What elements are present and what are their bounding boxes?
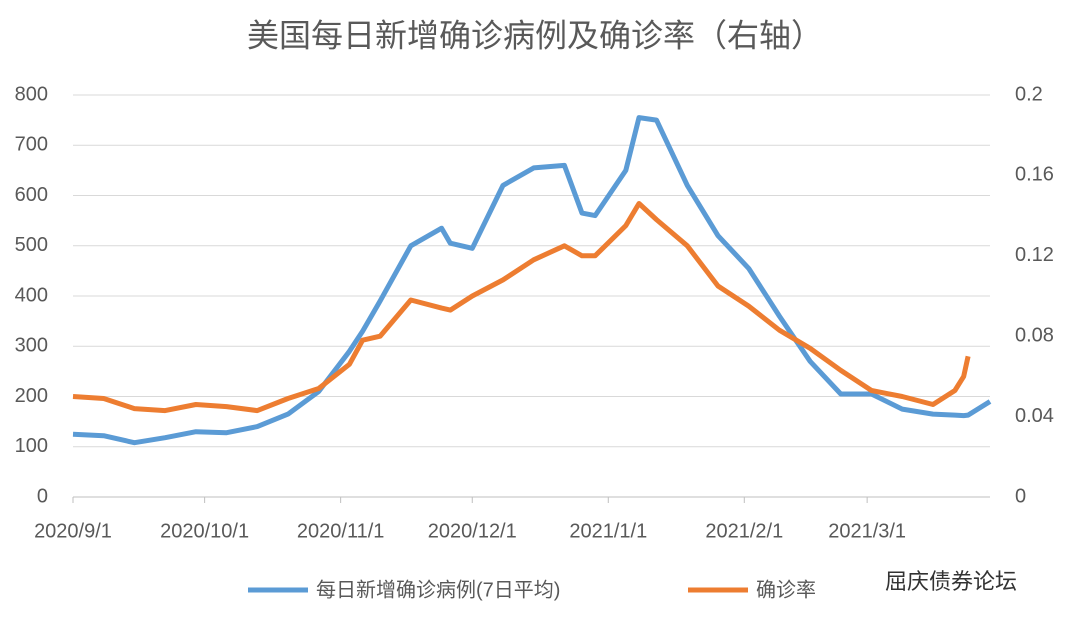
- y-tick-label: 800: [15, 83, 48, 105]
- legend-label: 每日新增确诊病例(7日平均): [316, 578, 560, 601]
- y-tick-label: 600: [15, 184, 48, 206]
- y2-tick-label: 0.08: [1015, 324, 1054, 346]
- y2-tick-label: 0.16: [1015, 164, 1054, 186]
- x-tick-label: 2021/2/1: [705, 520, 783, 542]
- y-tick-label: 400: [15, 284, 48, 306]
- y-tick-label: 0: [37, 485, 48, 507]
- y2-tick-label: 0.04: [1015, 405, 1054, 427]
- series-line: [72, 201, 971, 414]
- x-tick-label: 2020/10/1: [160, 520, 249, 542]
- y2-tick-label: 0.12: [1015, 244, 1054, 266]
- y-tick-label: 500: [15, 234, 48, 256]
- x-tick-label: 2021/3/1: [828, 520, 906, 542]
- y-tick-label: 100: [15, 435, 48, 457]
- y2-tick-label: 0: [1015, 485, 1026, 507]
- x-tick-label: 2020/9/1: [34, 520, 112, 542]
- legend-label: 确诊率: [756, 578, 816, 601]
- x-tick-label: 2020/11/1: [297, 520, 385, 542]
- x-tick-label: 2020/12/1: [428, 520, 517, 542]
- y2-tick-label: 0.2: [1015, 83, 1043, 105]
- y-tick-label: 300: [15, 335, 48, 357]
- x-tick-label: 2021/1/1: [569, 520, 647, 542]
- chart-title: 美国每日新增确诊病例及确诊率（右轴）: [247, 17, 823, 55]
- y-tick-label: 700: [15, 134, 48, 156]
- series-line: [72, 115, 992, 446]
- y-tick-label: 200: [15, 385, 48, 407]
- watermark: 屈庆债券论坛: [885, 569, 1017, 594]
